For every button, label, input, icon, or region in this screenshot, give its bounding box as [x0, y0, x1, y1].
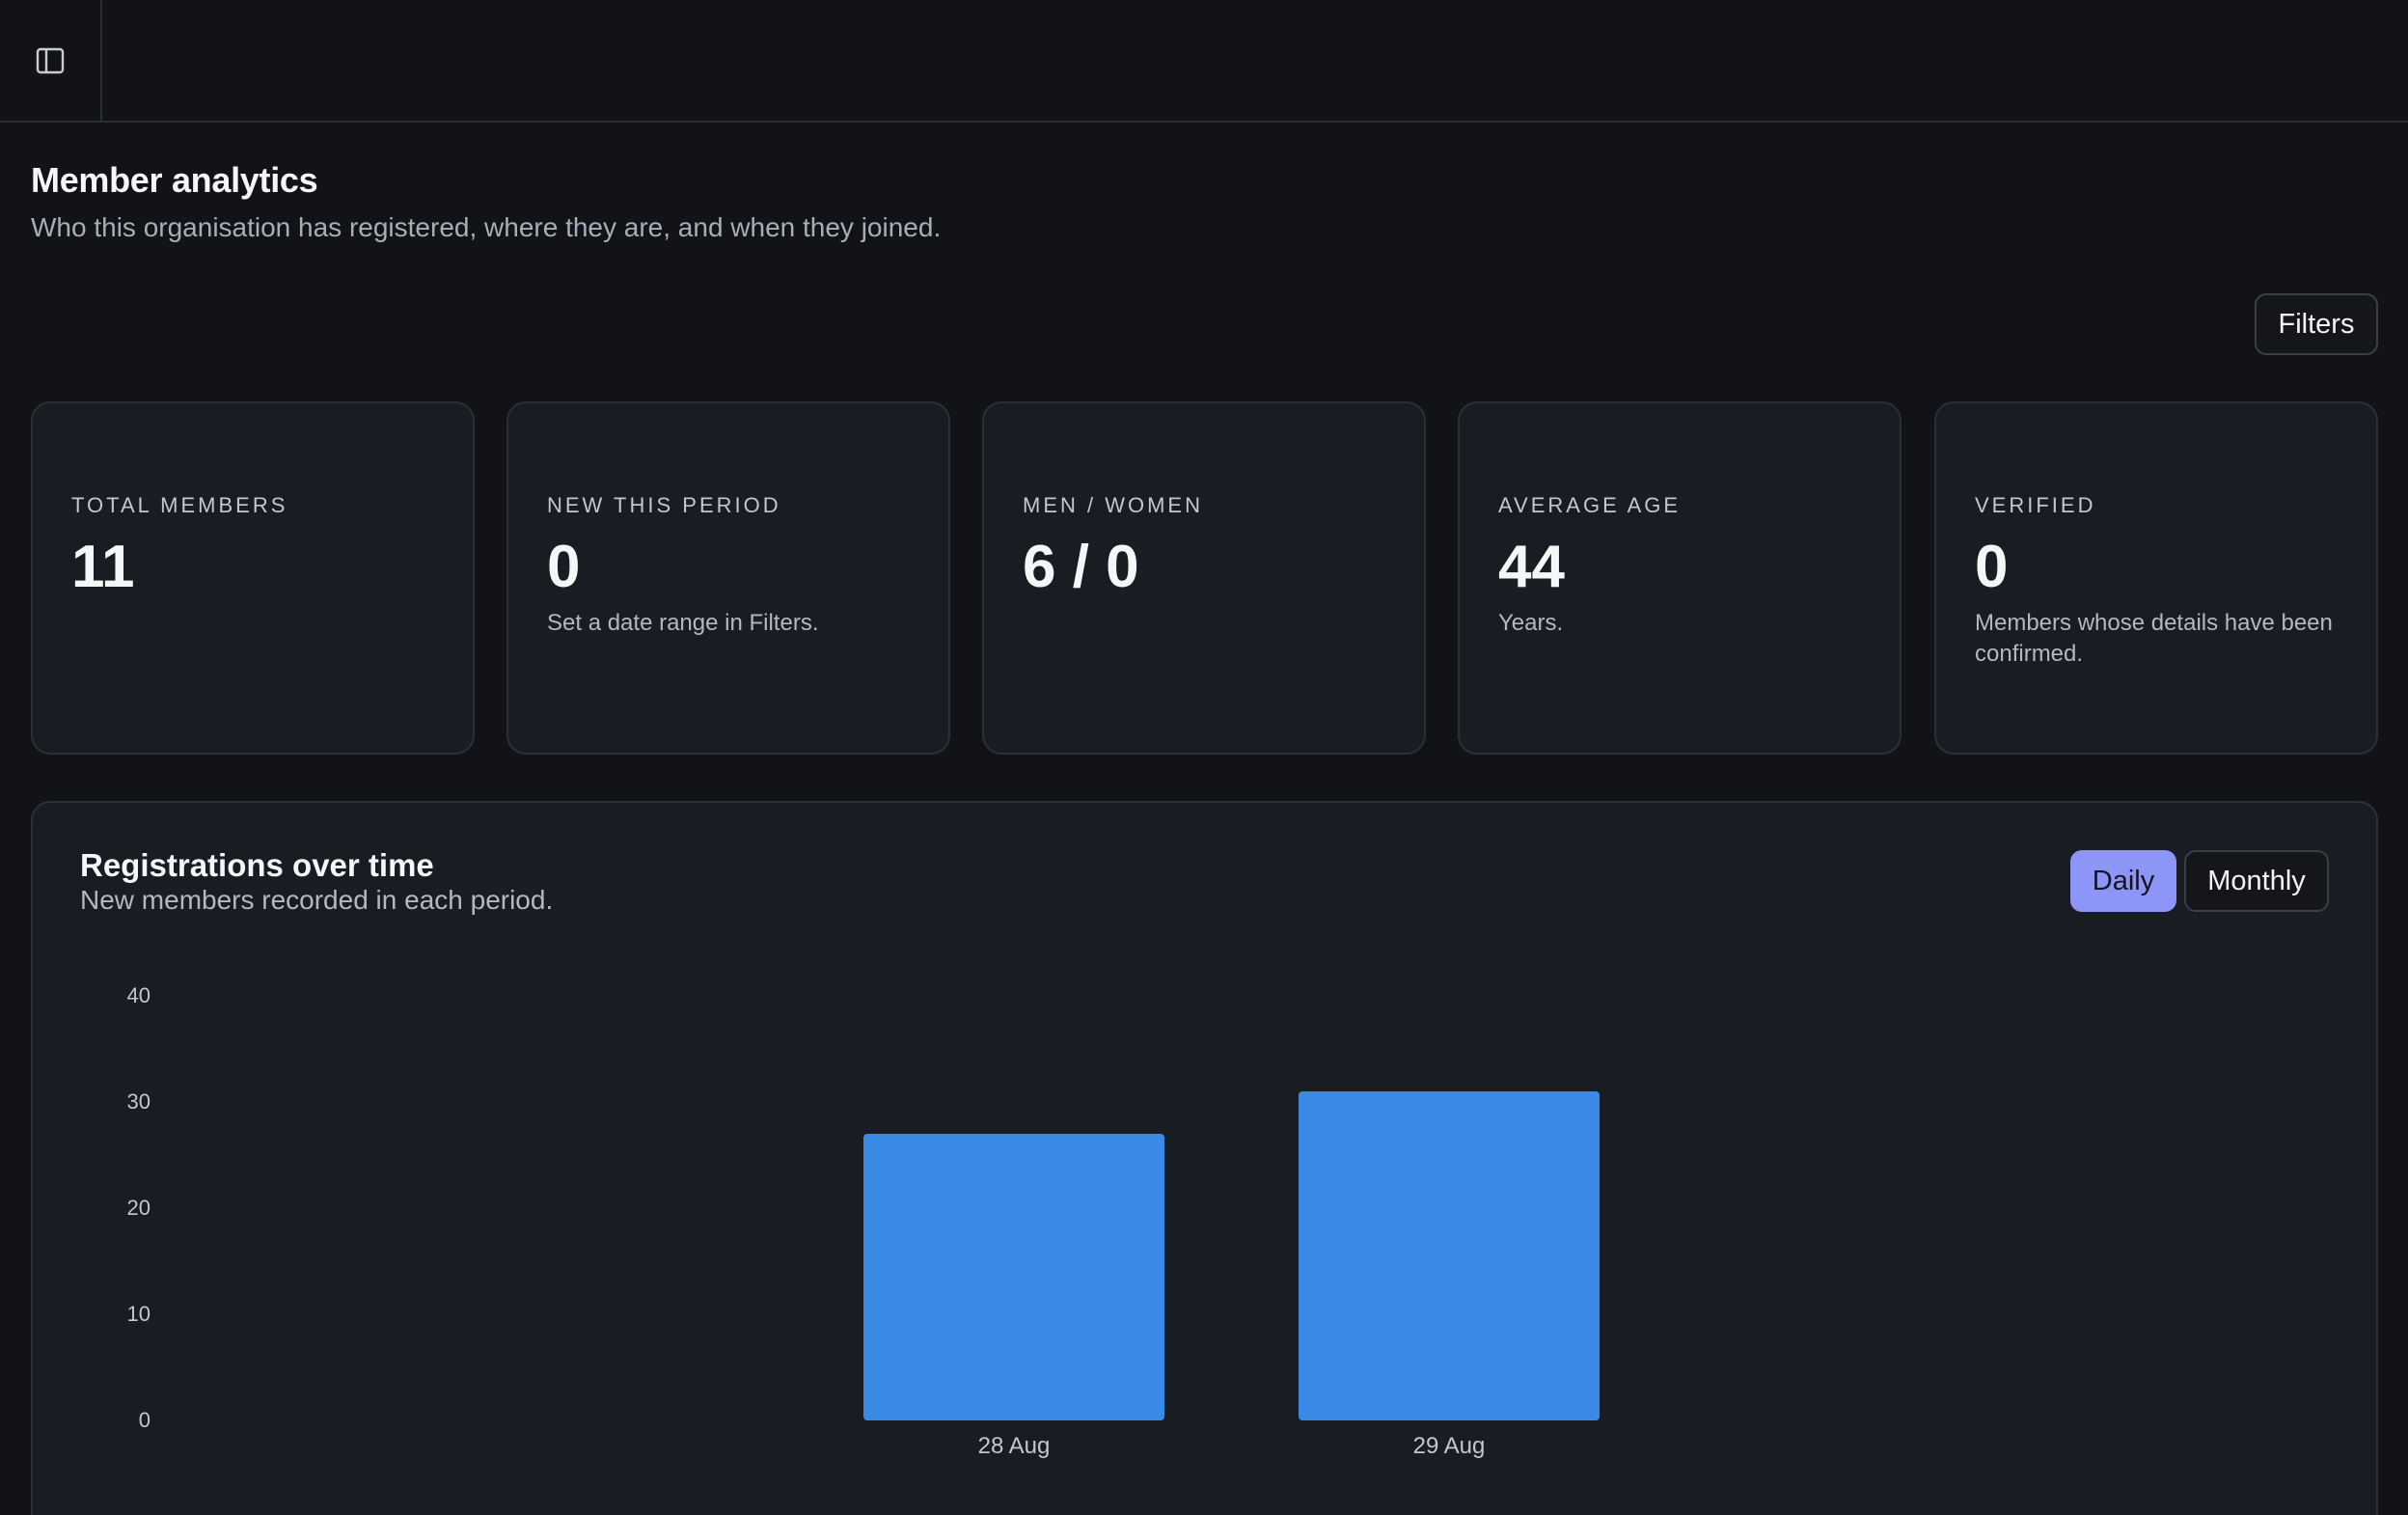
- daily-toggle-button[interactable]: Daily: [2070, 850, 2176, 912]
- stat-card-men-women: MEN / WOMEN 6 / 0: [982, 401, 1426, 755]
- stat-card-total-members: TOTAL MEMBERS 11: [31, 401, 475, 755]
- sidebar-toggle-button[interactable]: [21, 32, 79, 90]
- stat-value: 11: [71, 534, 135, 600]
- y-tick-label: 30: [127, 1089, 150, 1114]
- chart-subtitle: New members recorded in each period.: [80, 885, 554, 915]
- chart-bar[interactable]: [863, 1134, 1164, 1420]
- filters-button[interactable]: Filters: [2255, 293, 2378, 355]
- registrations-bar-chart: 0 10 20 30 40 28 Aug 29 Aug: [127, 983, 1600, 1459]
- page-title: Member analytics: [31, 160, 318, 200]
- stat-label: VERIFIED: [1975, 493, 2096, 517]
- stat-label: NEW THIS PERIOD: [547, 493, 781, 517]
- page-subtitle: Who this organisation has registered, wh…: [31, 212, 942, 242]
- stat-label: TOTAL MEMBERS: [71, 493, 288, 517]
- stat-card-average-age: AVERAGE AGE 44 Years.: [1458, 401, 1902, 755]
- chart-bar[interactable]: [1299, 1091, 1600, 1420]
- monthly-toggle-button[interactable]: Monthly: [2184, 850, 2329, 912]
- chart-title: Registrations over time: [80, 847, 434, 883]
- stat-note: Years.: [1498, 610, 1564, 636]
- stat-label: AVERAGE AGE: [1498, 493, 1682, 517]
- stat-value: 0: [1975, 534, 2009, 600]
- sidebar-toggle-icon: [36, 47, 65, 74]
- top-bar: [0, 0, 2408, 123]
- x-category-label: 29 Aug: [1413, 1433, 1486, 1459]
- registrations-chart-card: Registrations over time New members reco…: [31, 801, 2378, 1515]
- stat-card-verified: VERIFIED 0 Members whose details have be…: [1934, 401, 2378, 755]
- stat-value: 6 / 0: [1023, 534, 1139, 600]
- stat-value: 44: [1498, 534, 1565, 600]
- y-tick-label: 20: [127, 1196, 150, 1220]
- stat-value: 0: [547, 534, 581, 600]
- y-tick-label: 40: [127, 983, 150, 1007]
- stat-label: MEN / WOMEN: [1023, 493, 1203, 517]
- stat-note: Set a date range in Filters.: [547, 610, 819, 636]
- x-category-label: 28 Aug: [978, 1433, 1051, 1459]
- stat-card-new-this-period: NEW THIS PERIOD 0 Set a date range in Fi…: [506, 401, 950, 755]
- stat-note: Members whose details have been confirme…: [1975, 610, 2333, 667]
- sidebar-toggle-container: [0, 0, 102, 122]
- y-tick-label: 10: [127, 1302, 150, 1326]
- y-tick-label: 0: [139, 1408, 150, 1432]
